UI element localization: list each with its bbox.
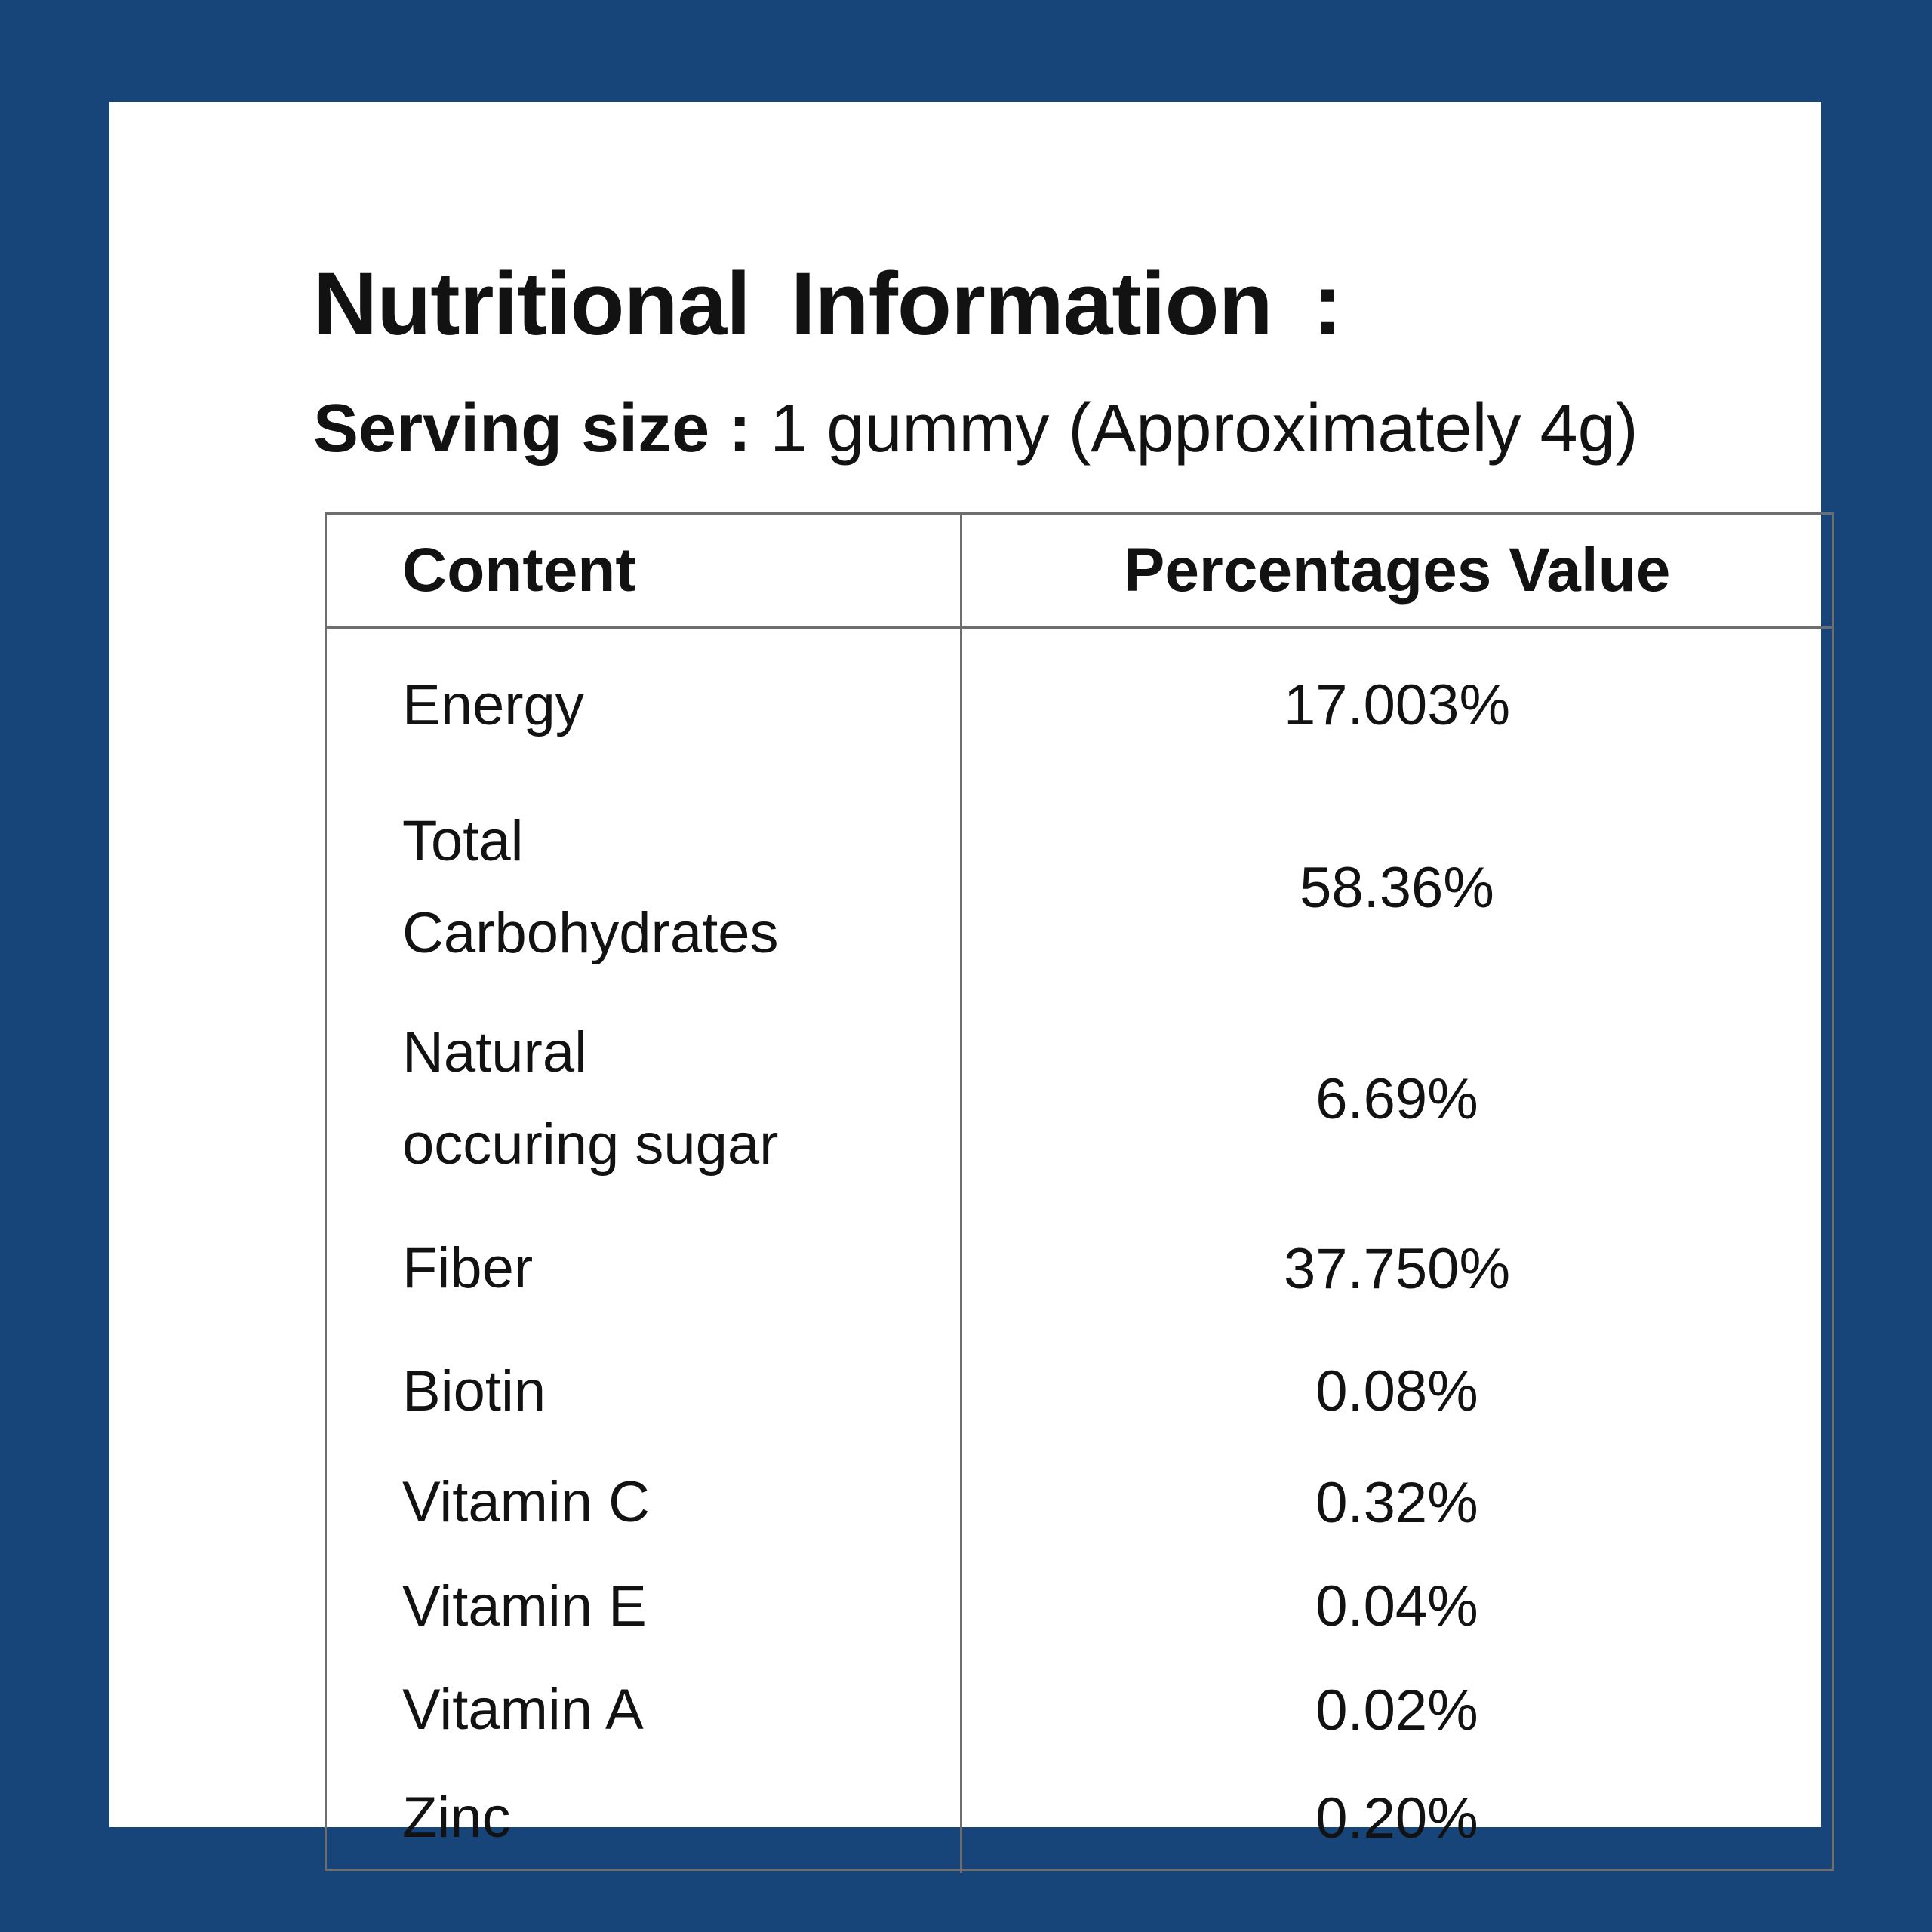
row-value: 37.750% (1283, 1236, 1511, 1301)
header-content-label: Content (402, 536, 636, 605)
header-value-cell: Percentages Value (962, 515, 1832, 626)
row-value-cell: 0.02% (962, 1657, 1832, 1763)
page-title: Nutritional Information : (313, 254, 1343, 354)
table-header-row: Content Percentages Value (327, 515, 1832, 629)
serving-size-value: 1 gummy (Approximately 4g) (751, 391, 1638, 466)
table-row: Vitamin A 0.02% (327, 1657, 1832, 1763)
row-value-cell: 0.20% (962, 1763, 1832, 1873)
row-value-cell: 0.32% (962, 1450, 1832, 1555)
row-label-cell: Energy (327, 629, 962, 782)
table-row: Biotin 0.08% (327, 1333, 1832, 1450)
serving-size-label: Serving size : (313, 391, 752, 466)
table-row: Total Carbohydrates 58.36% (327, 782, 1832, 993)
row-value: 0.08% (1315, 1359, 1478, 1423)
row-label-cell: Vitamin A (327, 1657, 962, 1763)
row-value-cell: 17.003% (962, 629, 1832, 782)
row-label: Natural occuring sugar (402, 1020, 779, 1177)
row-value: 0.02% (1315, 1678, 1478, 1743)
row-label: Vitamin E (402, 1574, 647, 1638)
row-label: Vitamin C (402, 1470, 651, 1535)
label-card: Nutritional Information : Serving size :… (109, 102, 1834, 1873)
row-value: 58.36% (1300, 855, 1494, 920)
row-value: 6.69% (1315, 1066, 1478, 1131)
row-value-cell: 58.36% (962, 782, 1832, 993)
row-value: 0.32% (1315, 1470, 1478, 1535)
row-label: Total Carbohydrates (402, 809, 779, 965)
table-row: Natural occuring sugar 6.69% (327, 993, 1832, 1204)
row-value-cell: 37.750% (962, 1204, 1832, 1333)
row-value: 0.20% (1315, 1786, 1478, 1850)
row-label-cell: Zinc (327, 1763, 962, 1873)
row-label: Fiber (402, 1236, 534, 1301)
row-label-cell: Vitamin E (327, 1555, 962, 1657)
row-label: Zinc (402, 1786, 511, 1850)
table-row: Fiber 37.750% (327, 1204, 1832, 1333)
row-value-cell: 0.04% (962, 1555, 1832, 1657)
row-label-cell: Total Carbohydrates (327, 782, 962, 993)
table-row: Vitamin E 0.04% (327, 1555, 1832, 1657)
row-value-cell: 0.08% (962, 1333, 1832, 1450)
table-row: Zinc 0.20% (327, 1763, 1832, 1873)
header-content-cell: Content (327, 515, 962, 626)
serving-size-line: Serving size : 1 gummy (Approximately 4g… (313, 390, 1638, 468)
row-label-cell: Natural occuring sugar (327, 993, 962, 1204)
row-value: 0.04% (1315, 1574, 1478, 1638)
row-label: Biotin (402, 1358, 546, 1423)
row-label-cell: Vitamin C (327, 1450, 962, 1555)
nutrition-table: Content Percentages Value Energy 17.003%… (325, 512, 1834, 1873)
row-label: Energy (402, 672, 584, 737)
row-label-cell: Biotin (327, 1333, 962, 1450)
row-label: Vitamin A (402, 1678, 644, 1743)
row-label-cell: Fiber (327, 1204, 962, 1333)
header-percentages-value-label: Percentages Value (1123, 536, 1671, 605)
table-row: Energy 17.003% (327, 629, 1832, 782)
row-value-cell: 6.69% (962, 993, 1832, 1204)
table-row: Vitamin C 0.32% (327, 1450, 1832, 1555)
row-value: 17.003% (1283, 673, 1511, 737)
